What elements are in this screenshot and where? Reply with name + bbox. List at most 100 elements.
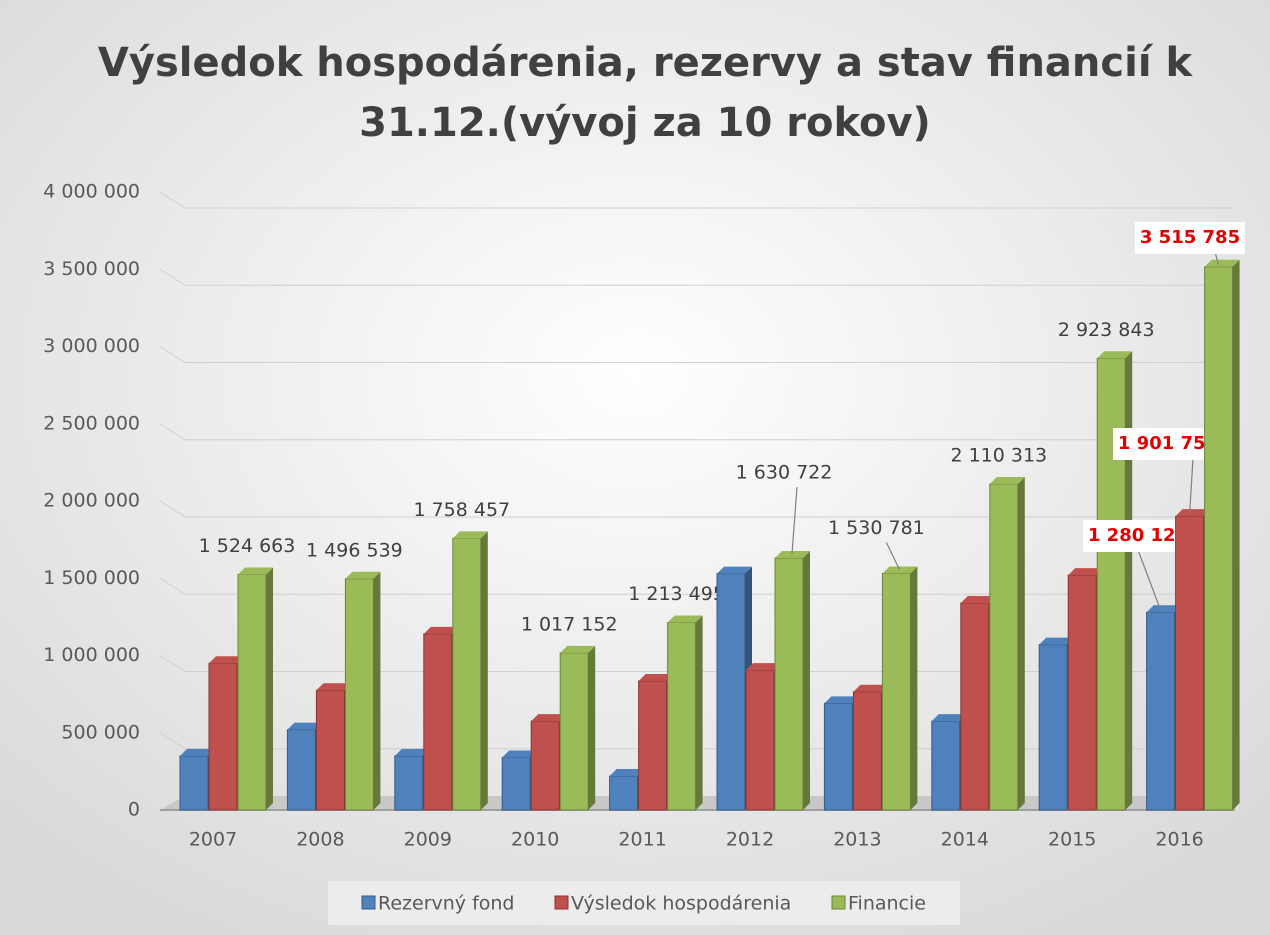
legend-label: Výsledok hospodárenia [571, 893, 791, 915]
value-label: 1 496 539 [306, 539, 403, 561]
bar-front [609, 775, 639, 811]
y-tick-label: 1 500 000 [43, 567, 140, 589]
bar-top [1204, 259, 1240, 267]
bar-front [989, 483, 1019, 811]
value-label: 1 213 495 [628, 583, 725, 605]
bar-side [695, 615, 703, 810]
bar-top [423, 626, 459, 634]
bar-side [588, 645, 596, 810]
grid-line [159, 268, 1235, 286]
bar-side [910, 566, 918, 810]
legend-swatch [361, 895, 376, 910]
legend-label: Financie [848, 893, 926, 915]
bar-top [882, 566, 918, 574]
bar-side [1125, 351, 1133, 810]
x-tick-label: 2010 [511, 829, 559, 851]
x-tick-label: 2007 [189, 829, 237, 851]
bar [452, 531, 488, 811]
leader-line [1214, 251, 1220, 265]
bar-top [960, 595, 996, 603]
bar-front [667, 622, 697, 811]
y-tick-label: 3 000 000 [43, 335, 140, 357]
bar-top [1068, 568, 1104, 576]
bar-top [1146, 605, 1182, 613]
leader-line [1189, 457, 1194, 515]
bar-top [609, 769, 645, 777]
x-tick-label: 2013 [833, 829, 881, 851]
bar [1204, 259, 1240, 811]
leader-line [885, 542, 900, 570]
bar-top [394, 748, 430, 756]
bar-front [452, 537, 482, 811]
value-label: 1 901 756 [1118, 433, 1218, 454]
bar-top [238, 567, 273, 575]
bar-side [1017, 476, 1025, 810]
bar [1096, 351, 1133, 811]
value-label-box [1083, 520, 1193, 552]
bar-front [559, 652, 589, 811]
bar-top [746, 663, 781, 671]
bar-top [1175, 509, 1211, 517]
bar-top [316, 683, 352, 691]
x-tick-label: 2016 [1155, 829, 1203, 851]
bar-side [373, 571, 381, 810]
bar-side [266, 567, 273, 810]
x-tick-label: 2011 [618, 829, 666, 851]
bar-top [931, 714, 967, 722]
legend-box [328, 881, 960, 925]
legend-swatch [831, 895, 846, 910]
bar-front [716, 573, 746, 811]
bar-top [638, 673, 674, 681]
chart-title-line2: 31.12.(vývoj za 10 rokov) [359, 100, 931, 146]
legend: Rezervný fond Výsledok hospodárenia Financ… [361, 893, 926, 915]
value-label: 1 758 457 [413, 499, 510, 521]
bar-front [1146, 611, 1176, 811]
bar-top [502, 750, 538, 758]
bar-front [315, 689, 345, 811]
grid-line [159, 423, 1235, 441]
bar-top [287, 722, 323, 730]
bar-side [1232, 259, 1240, 810]
leader-line [791, 487, 798, 555]
leader-line [1137, 549, 1162, 611]
y-tick-label: 500 000 [61, 721, 140, 743]
bar-front [638, 680, 668, 811]
bar-front [344, 578, 374, 811]
bar-top [531, 714, 567, 722]
grid-line [159, 346, 1235, 363]
x-tick-label: 2014 [941, 829, 989, 851]
bar-top [345, 571, 381, 579]
bar-front [1038, 644, 1068, 811]
bar-side [480, 531, 488, 810]
value-label: 1 530 781 [828, 517, 925, 539]
bar-front [1067, 574, 1097, 811]
bar-top [452, 531, 488, 539]
bar-front [1175, 515, 1205, 811]
bar-front [179, 755, 209, 811]
bar-front [774, 557, 804, 811]
legend-label: Rezervný fond [378, 893, 515, 915]
value-label: 1 524 663 [199, 535, 296, 557]
bar-top [209, 656, 244, 664]
x-tick-label: 2009 [404, 829, 452, 851]
bar-side [803, 551, 810, 810]
value-label: 2 110 313 [950, 444, 1047, 466]
x-tick-label: 2015 [1048, 829, 1096, 851]
bar [881, 566, 918, 811]
grid-line [159, 191, 1235, 209]
value-label-box [1135, 222, 1245, 254]
x-tick-label: 2012 [726, 829, 774, 851]
bar-front [208, 662, 238, 811]
bar [667, 615, 703, 811]
bar-top [717, 566, 752, 574]
y-tick-label: 0 [128, 799, 140, 821]
bar [237, 567, 273, 811]
y-tick-label: 2 000 000 [43, 490, 140, 512]
bar-front [823, 702, 853, 811]
bar-top [989, 476, 1025, 484]
bar-front [745, 669, 775, 811]
bar-front [530, 720, 560, 811]
value-label: 1 017 152 [521, 613, 618, 635]
y-tick-label: 3 500 000 [43, 258, 140, 280]
